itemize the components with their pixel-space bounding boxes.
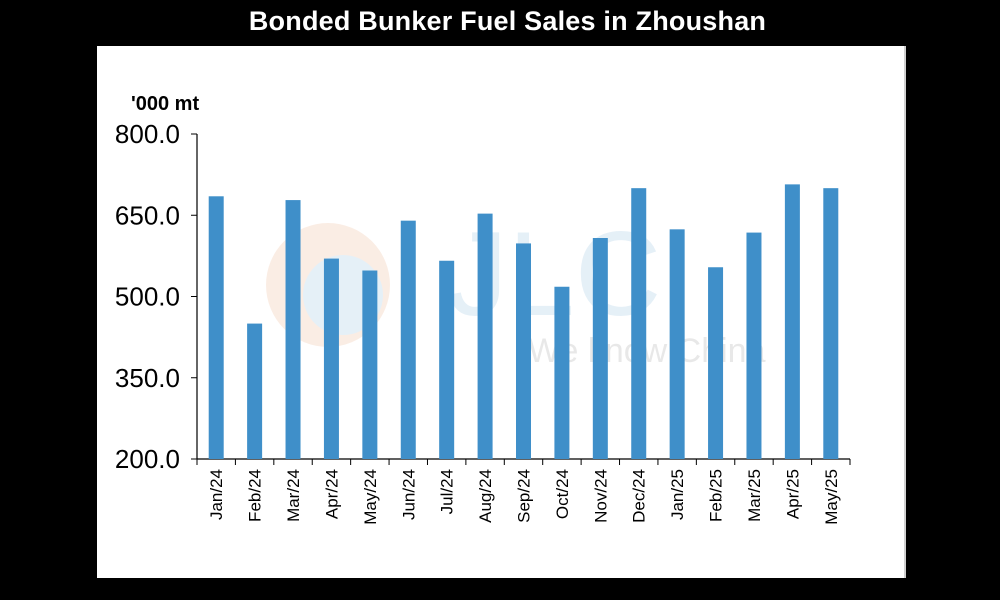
- chart-panel: [97, 46, 906, 578]
- x-tick-label: Mar/24: [284, 469, 303, 522]
- chart-title: Bonded Bunker Fuel Sales in Zhoushan: [248, 6, 767, 36]
- bar-oct-24: [554, 286, 570, 459]
- y-tick-label: 350.0: [115, 363, 180, 393]
- x-tick-label: Apr/25: [783, 469, 802, 519]
- bar-dec-24: [631, 188, 647, 459]
- x-tick-label: Mar/25: [745, 469, 764, 522]
- x-tick-label: Nov/24: [591, 469, 610, 523]
- x-tick-label: Dec/24: [630, 469, 649, 523]
- y-tick-label: 800.0: [115, 119, 180, 149]
- bar-sep-24: [516, 243, 531, 459]
- bar-jan-25: [669, 229, 685, 459]
- bar-mar-25: [746, 232, 762, 459]
- x-tick-label: Sep/24: [515, 469, 534, 523]
- y-axis-unit-label: '000 mt: [131, 93, 200, 115]
- bar-feb-24: [247, 323, 263, 459]
- y-tick-label: 650.0: [115, 200, 180, 230]
- x-tick-label: Jul/24: [438, 469, 457, 514]
- x-tick-label: Jan/24: [207, 469, 226, 520]
- y-tick-label: 500.0: [115, 282, 180, 312]
- y-tick-label: 200.0: [115, 444, 180, 474]
- x-tick-label: Feb/24: [246, 469, 265, 522]
- x-tick-label: Jun/24: [399, 469, 418, 520]
- x-tick-label: Feb/25: [707, 469, 726, 522]
- x-tick-label: Apr/24: [322, 469, 341, 519]
- bar-feb-25: [708, 267, 724, 459]
- panel-edge: [904, 46, 906, 578]
- x-tick-label: Oct/24: [553, 469, 572, 519]
- x-tick-label: Aug/24: [476, 469, 495, 523]
- bar-jul-24: [439, 260, 455, 459]
- bar-aug-24: [477, 213, 493, 459]
- x-tick-label: Jan/25: [668, 469, 687, 520]
- bar-may-25: [823, 188, 839, 459]
- x-tick-label: May/25: [822, 469, 841, 525]
- bar-may-24: [362, 270, 378, 459]
- x-tick-label: May/24: [361, 469, 380, 525]
- bar-mar-24: [285, 200, 301, 460]
- bar-nov-24: [592, 238, 608, 459]
- bar-apr-25: [784, 184, 800, 459]
- bar-jun-24: [400, 220, 416, 459]
- bar-jan-24: [208, 196, 224, 459]
- bar-apr-24: [323, 258, 339, 459]
